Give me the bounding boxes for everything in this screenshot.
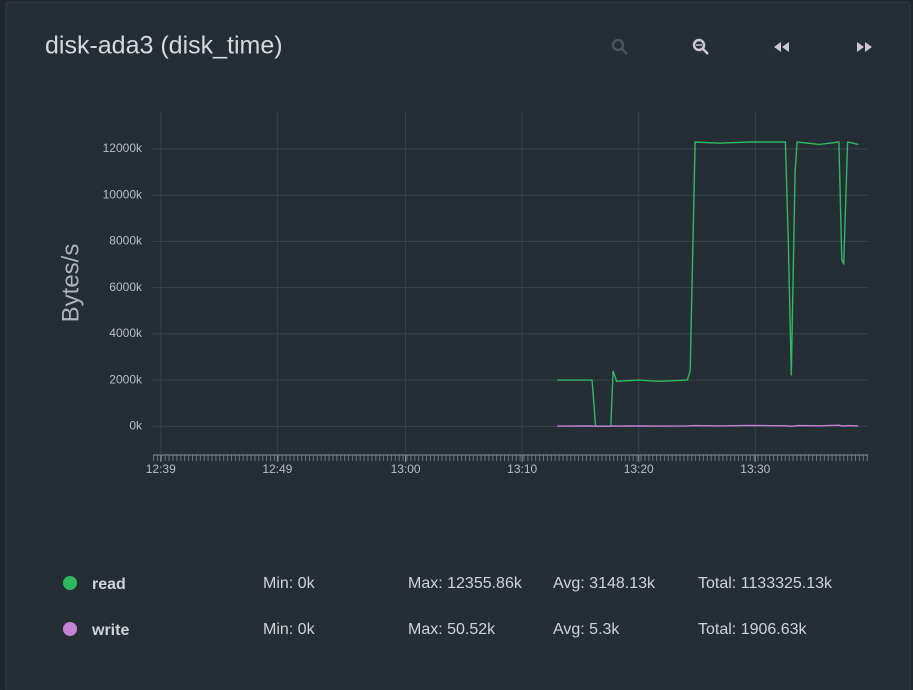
forward-button[interactable] <box>857 42 872 52</box>
legend-marker <box>63 622 77 636</box>
y-axis-label: Bytes/s <box>57 244 84 323</box>
y-tick-label: 6000k <box>109 280 143 294</box>
x-tick-label: 13:20 <box>624 462 654 476</box>
y-tick-label: 10000k <box>103 187 143 201</box>
legend-stat: Avg: 3148.13k <box>553 575 656 592</box>
chart-title: disk-ada3 (disk_time) <box>45 32 283 60</box>
x-axis-minor-ticks <box>153 455 868 461</box>
y-tick-label: 8000k <box>109 234 143 248</box>
zoom-in-button[interactable] <box>611 38 628 55</box>
legend-stat: Avg: 5.3k <box>553 621 620 638</box>
series-line <box>557 141 859 427</box>
x-tick-label: 12:49 <box>262 462 292 476</box>
legend-stat: Max: 12355.86k <box>408 575 523 592</box>
legend-stat: Min: 0k <box>263 575 316 592</box>
back-button[interactable] <box>774 42 789 52</box>
legend-stat: Min: 0k <box>263 621 316 638</box>
legend-label: read <box>92 576 126 593</box>
x-tick-label: 13:00 <box>391 462 421 476</box>
x-tick-label: 13:10 <box>507 462 537 476</box>
zoom-out-button[interactable] <box>692 38 709 55</box>
x-tick-label: 13:30 <box>740 462 770 476</box>
y-tick-label: 2000k <box>109 372 143 386</box>
legend-label: write <box>91 622 129 639</box>
x-tick-label: 12:39 <box>146 462 176 476</box>
y-tick-label: 4000k <box>109 326 143 340</box>
series-line <box>557 424 859 427</box>
y-tick-label: 0k <box>129 419 143 433</box>
legend-stat: Max: 50.52k <box>408 621 496 638</box>
panel <box>5 1 911 690</box>
legend-stat: Total: 1133325.13k <box>698 575 833 592</box>
y-tick-label: 12000k <box>103 141 143 155</box>
legend-stat: Total: 1906.63k <box>698 621 808 638</box>
legend-marker <box>63 576 77 590</box>
